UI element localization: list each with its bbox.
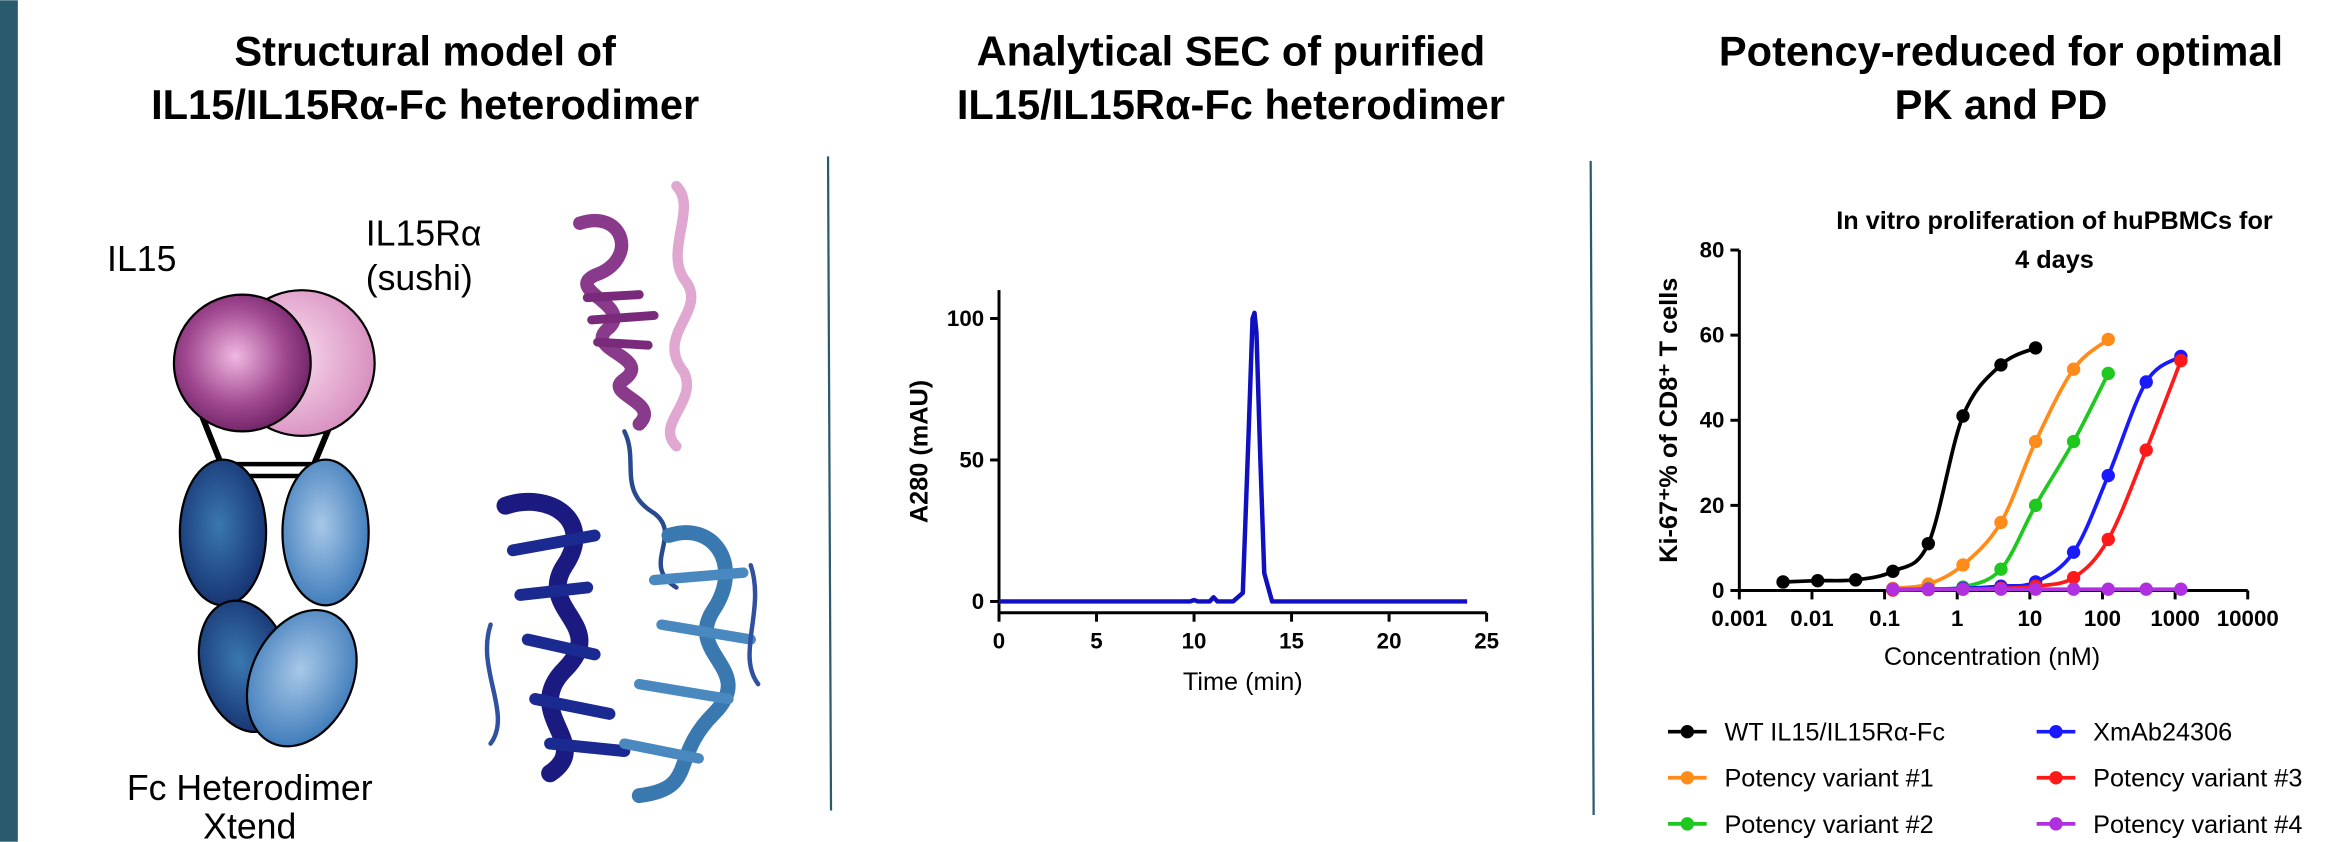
label: Fc Heterodimer: [127, 768, 373, 808]
data-point: [1811, 573, 1825, 588]
data-point: [2139, 582, 2153, 596]
data-point: [1921, 536, 1936, 551]
chart-title: In vitro proliferation of huPBMCs for: [1836, 207, 2273, 235]
data-point: [1886, 582, 1900, 596]
data-point: [2028, 582, 2043, 596]
y-axis-label: A280 (mAU): [906, 380, 934, 523]
legend-label: Potency variant #2: [1724, 811, 1933, 839]
data-point: [1956, 582, 1970, 596]
x-tick-label: 0: [993, 628, 1005, 653]
y-tick-label: 60: [1700, 323, 1725, 348]
fit-curve: [1782, 346, 2037, 584]
data-point: [2101, 582, 2115, 596]
x-axis-label: Time (min): [1183, 668, 1303, 696]
legend-marker: [1680, 725, 1694, 739]
data-point: [2066, 545, 2081, 559]
legend-label: WT IL15/IL15Rα-Fc: [1724, 719, 1945, 747]
legend-marker: [2049, 771, 2063, 785]
data-point: [2066, 434, 2081, 449]
legend-marker: [1680, 817, 1694, 831]
y-tick-label: 20: [1700, 493, 1725, 518]
x-tick-label: 1: [1951, 606, 1963, 631]
label: IL15Rα: [366, 214, 482, 254]
legend-label: Potency variant #4: [2093, 811, 2302, 839]
x-tick-label: 25: [1474, 628, 1499, 653]
data-point: [2066, 571, 2081, 585]
data-point: [2101, 468, 2115, 483]
data-point: [2174, 582, 2188, 596]
panel-title: Potency-reduced for optimal: [1719, 28, 2283, 75]
data-point: [1956, 558, 1970, 572]
data-line: [999, 310, 1468, 604]
data-point: [1776, 575, 1790, 589]
x-tick-label: 5: [1090, 628, 1102, 653]
data-point: [2101, 332, 2115, 347]
legend-label: Potency variant #1: [1724, 765, 1933, 793]
legend-marker: [1680, 771, 1694, 785]
data-point: [1956, 409, 1970, 423]
data-point: [1994, 562, 2008, 576]
schematic: [172, 289, 376, 748]
data-point: [1994, 515, 2008, 530]
panel-title: PK and PD: [1895, 81, 2108, 128]
data-point: [2028, 498, 2043, 513]
data-point: [2174, 353, 2188, 368]
divider: [826, 156, 833, 811]
legend-label: Potency variant #3: [2093, 765, 2302, 793]
x-tick-label: 10: [2017, 606, 2042, 631]
y-tick-label: 100: [947, 306, 984, 331]
data-point: [2028, 434, 2043, 449]
label: IL15: [107, 239, 176, 279]
panel-title: IL15/IL15Rα-Fc heterodimer: [957, 81, 1505, 128]
data-point: [2101, 366, 2115, 381]
legend-label: XmAb24306: [2093, 719, 2232, 747]
x-tick-label: 0.001: [1711, 606, 1767, 631]
data-point: [2101, 532, 2115, 547]
sec-chart: 0 50 100 0 5 10 15 20 25 Time (min) A280 (mAU): [906, 290, 1499, 696]
protein-structure: [484, 180, 761, 804]
panel-title: IL15/IL15Rα-Fc heterodimer: [151, 81, 699, 128]
y-tick-label: 40: [1700, 408, 1725, 433]
y-tick-label: 0: [972, 589, 984, 614]
x-tick-label: 10000: [2217, 606, 2279, 631]
data-point: [2139, 443, 2153, 457]
data-point: [1994, 358, 2008, 372]
chart-title: 4 days: [2015, 246, 2094, 274]
x-axis-label: Concentration (nM): [1884, 643, 2100, 671]
legend-marker: [2049, 817, 2063, 831]
x-tick-label: 20: [1377, 628, 1402, 653]
legend-marker: [2049, 725, 2063, 739]
data-point: [2028, 341, 2043, 355]
data-point: [2139, 375, 2153, 389]
label: (sushi): [366, 258, 473, 298]
x-tick-label: 100: [2084, 606, 2121, 631]
divider: [1589, 160, 1595, 815]
data-point: [2066, 582, 2081, 596]
potency-chart: 0 20 40 60 80 0.001 0.01 0.1 1 10 100 1000 10000 In v…: [1655, 207, 2303, 839]
x-tick-label: 1000: [2150, 606, 2200, 631]
data-point: [1994, 582, 2008, 596]
data-point: [1849, 573, 1863, 587]
y-tick-label: 50: [959, 447, 984, 472]
panel-title: Analytical SEC of purified: [977, 28, 1486, 75]
y-axis-label: Ki-67⁺% of CD8⁺ T cells: [1655, 278, 1683, 563]
panel-title: Structural model of: [234, 28, 616, 75]
y-tick-label: 80: [1700, 237, 1725, 262]
y-tick-label: 0: [1712, 578, 1724, 603]
x-tick-label: 0.1: [1869, 606, 1900, 631]
data-point: [2066, 362, 2081, 376]
x-tick-label: 10: [1182, 628, 1207, 653]
data-point: [1886, 564, 1900, 579]
data-point: [1921, 582, 1936, 596]
x-tick-label: 0.01: [1790, 606, 1833, 631]
side-bar: [0, 0, 18, 842]
x-tick-label: 15: [1279, 628, 1304, 653]
label: Xtend: [203, 807, 296, 842]
